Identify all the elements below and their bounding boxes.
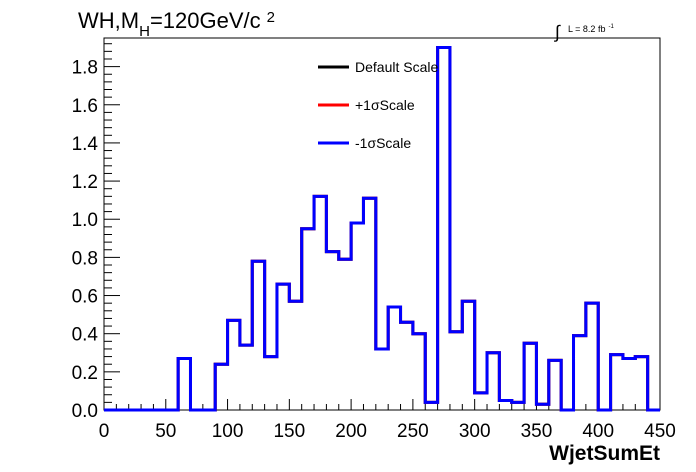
chart-title: WH,MH=120GeV/c 2 bbox=[78, 8, 275, 40]
x-tick-label: 300 bbox=[459, 421, 491, 442]
y-tick-label: 0.0 bbox=[72, 401, 98, 422]
x-tick-label: 0 bbox=[99, 421, 110, 442]
y-tick-label: 0.6 bbox=[72, 287, 98, 308]
series-line-minus-1-sigma-scale bbox=[104, 46, 660, 412]
legend-label: -1σScale bbox=[355, 135, 411, 151]
lumi-label: L = 8.2 fb -1 bbox=[568, 24, 614, 34]
y-tick-label: 1.6 bbox=[72, 96, 98, 117]
y-tick-label: 1.8 bbox=[72, 58, 98, 79]
y-tick-label: 0.4 bbox=[72, 325, 99, 346]
x-tick-label: 450 bbox=[644, 421, 676, 442]
y-tick-label: 1.0 bbox=[72, 210, 98, 231]
y-tick-label: 1.2 bbox=[72, 172, 98, 193]
lumi-integral-symbol: ∫ bbox=[553, 22, 561, 42]
x-axis-label: WjetSumEt bbox=[549, 442, 660, 465]
x-tick-label: 400 bbox=[582, 421, 614, 442]
x-tick-label: 350 bbox=[521, 421, 553, 442]
x-tick-label: 150 bbox=[273, 421, 305, 442]
x-tick-label: 250 bbox=[397, 421, 429, 442]
y-tick-label: 0.8 bbox=[72, 248, 98, 269]
series-layer bbox=[104, 46, 660, 412]
legend-label: Default Scale bbox=[355, 59, 438, 75]
legend: Default Scale +1σScale -1σScale bbox=[318, 59, 438, 151]
plot-frame bbox=[103, 37, 661, 411]
x-tick-label: 200 bbox=[335, 421, 367, 442]
x-tick-label: 50 bbox=[155, 421, 176, 442]
y-tick-label: 1.4 bbox=[72, 134, 99, 155]
axes-group: 0 50 100 150 200 250 300 350 400 450 0.0 0.2 0.4 0.6 0… bbox=[72, 43, 676, 442]
y-tick-label: 0.2 bbox=[72, 363, 98, 384]
legend-label: +1σScale bbox=[355, 97, 415, 113]
x-tick-label: 100 bbox=[212, 421, 244, 442]
